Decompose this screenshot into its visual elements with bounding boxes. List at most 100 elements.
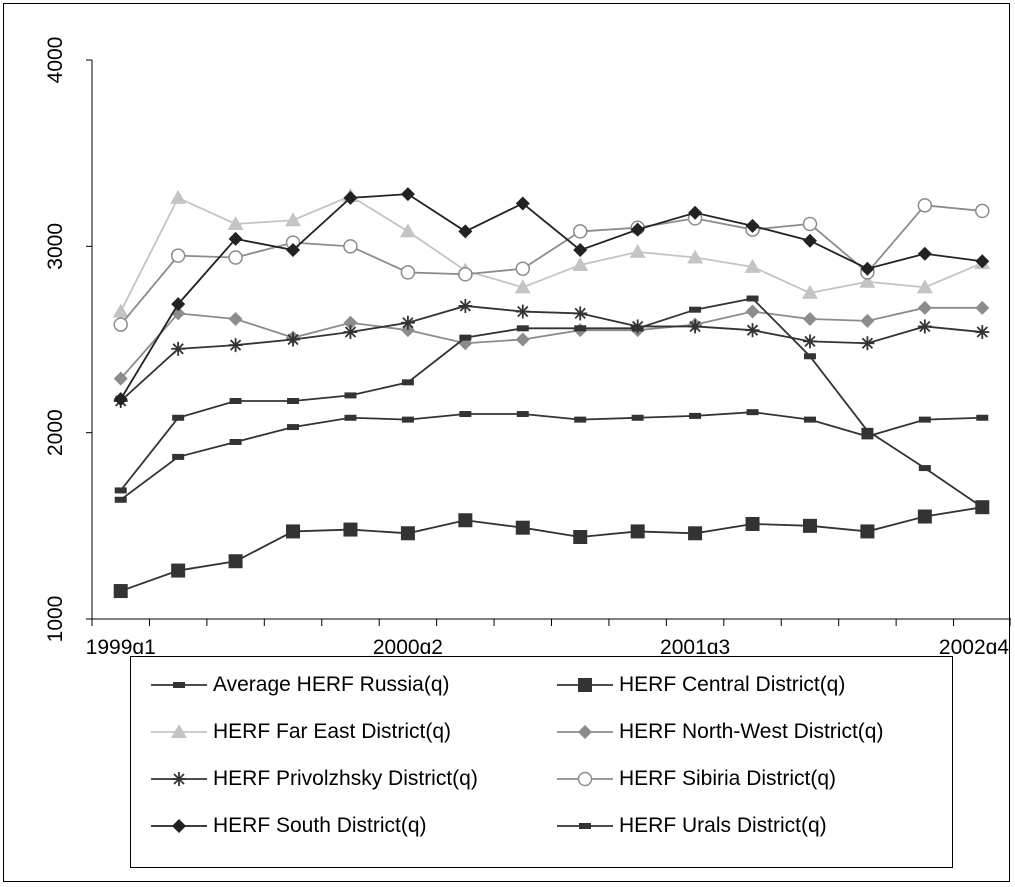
series-line: [120, 305, 983, 402]
series-line: [120, 204, 983, 326]
data-point: [746, 409, 759, 416]
data-point: [917, 300, 932, 315]
data-point: [228, 312, 243, 327]
series-2: [113, 500, 990, 599]
data-point: [286, 332, 301, 347]
data-point: [229, 438, 242, 445]
data-point: [516, 325, 529, 332]
data-point: [975, 300, 990, 315]
data-point: [459, 334, 472, 341]
legend-swatch: [151, 772, 207, 786]
data-point: [745, 516, 760, 531]
legend-swatch: [557, 725, 613, 739]
legend-swatch: [557, 678, 613, 692]
y-tick-label: 4000: [44, 37, 67, 84]
data-point: [860, 261, 875, 276]
data-point: [861, 433, 874, 440]
data-point: [631, 325, 644, 332]
data-point: [516, 411, 529, 418]
legend-swatch-marker: [577, 771, 593, 787]
data-point: [400, 265, 416, 280]
legend-label: HERF Sibiria District(q): [619, 767, 837, 790]
legend-swatch-marker: [578, 678, 592, 692]
data-point: [745, 218, 760, 233]
legend-item: HERF Urals District(q): [557, 808, 827, 844]
data-point: [574, 325, 587, 332]
data-point: [228, 250, 243, 265]
data-point: [400, 526, 415, 541]
data-point: [113, 317, 128, 332]
chart-frame: 1000 2000 3000 4000 1999q1 2000q2 2001q3 2002q4…: [3, 3, 1011, 882]
data-point: [228, 554, 243, 569]
data-point: [170, 189, 187, 204]
data-point: [629, 243, 646, 258]
data-point: [745, 323, 760, 338]
data-point: [343, 239, 358, 254]
data-point: [572, 224, 588, 239]
data-point: [573, 530, 588, 545]
data-point: [458, 298, 473, 313]
data-point: [917, 509, 932, 524]
legend-label: Average HERF Russia(q): [213, 673, 450, 696]
data-point: [802, 233, 817, 248]
data-point: [861, 427, 874, 434]
data-point: [572, 256, 589, 271]
legend-label: HERF North-West District(q): [619, 720, 884, 743]
x-tick-label: 1999q1: [86, 636, 156, 654]
x-tick-label: 2000q2: [373, 636, 443, 654]
data-point: [917, 319, 932, 334]
legend-swatch-marker: [172, 772, 186, 786]
data-point: [802, 518, 817, 533]
legend-swatch: [557, 771, 613, 787]
data-point: [401, 379, 414, 386]
data-point: [803, 416, 816, 423]
data-point: [860, 313, 875, 328]
data-point: [459, 411, 472, 418]
data-point: [113, 371, 128, 386]
data-point: [917, 246, 932, 261]
series-7: [113, 187, 990, 407]
data-point: [399, 223, 416, 238]
data-point: [860, 336, 875, 351]
data-point: [286, 524, 301, 539]
chart-plot: 1000 2000 3000 4000 1999q1 2000q2 2001q3 2002q4: [44, 37, 1011, 654]
data-point: [400, 187, 415, 202]
data-point: [113, 392, 128, 407]
legend-item: Average HERF Russia(q): [151, 667, 450, 703]
data-point: [975, 203, 990, 219]
data-point: [344, 392, 357, 399]
data-point: [228, 338, 243, 353]
data-point: [975, 325, 990, 340]
legend-label: HERF Far East District(q): [213, 720, 452, 743]
data-point: [916, 279, 933, 294]
data-point: [802, 216, 818, 232]
x-tick-label: 2002q4: [939, 636, 1009, 654]
legend-swatch-marker: [578, 725, 592, 739]
series-line: [119, 193, 983, 400]
data-point: [343, 190, 358, 205]
data-point: [287, 424, 300, 431]
data-point: [630, 524, 645, 539]
data-point: [344, 414, 357, 421]
legend-swatch-marker: [173, 682, 185, 688]
legend-item: HERF South District(q): [151, 808, 427, 844]
data-point: [688, 205, 703, 220]
legend-item: HERF Sibiria District(q): [557, 761, 836, 797]
data-point: [860, 524, 875, 539]
y-tick-label: 3000: [44, 223, 67, 270]
data-point: [515, 304, 530, 319]
data-point: [918, 465, 931, 472]
data-point: [573, 243, 588, 258]
data-point: [803, 353, 816, 360]
data-point: [515, 261, 531, 276]
data-point: [171, 341, 186, 356]
data-point: [688, 526, 703, 541]
data-point: [745, 304, 760, 319]
data-point: [171, 563, 186, 578]
legend: Average HERF Russia(q) HERF Central Distr…: [130, 656, 953, 868]
series-line: [120, 297, 983, 508]
data-point: [689, 412, 702, 419]
y-tick-label: 2000: [44, 409, 67, 456]
legend-swatch: [151, 682, 207, 688]
data-point: [228, 231, 243, 246]
